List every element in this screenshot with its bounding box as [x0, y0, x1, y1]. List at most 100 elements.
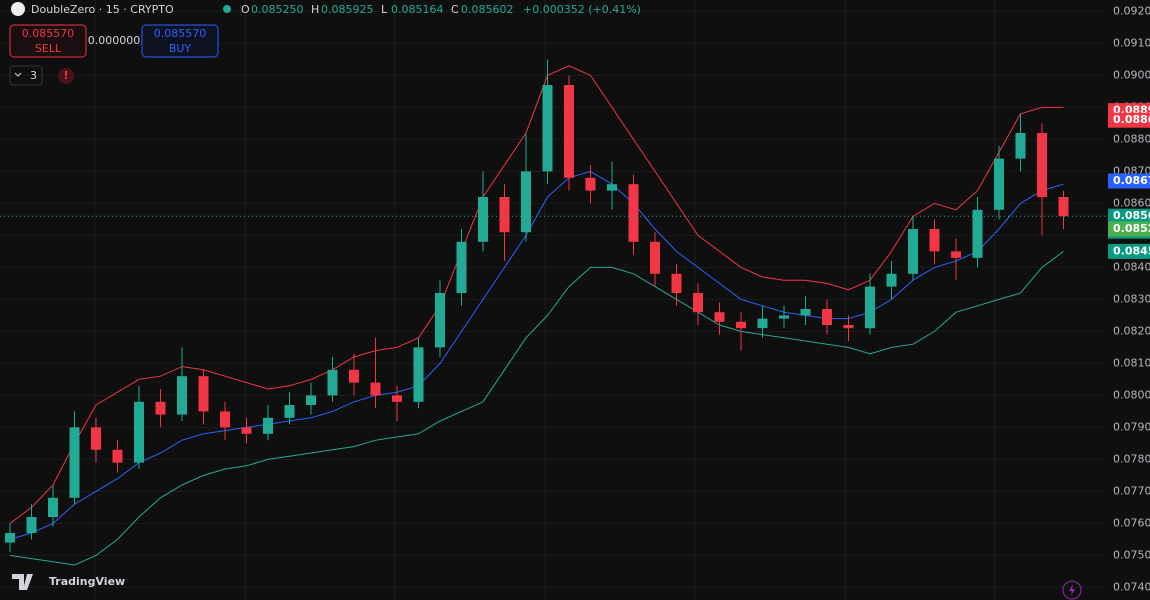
ohlc-key: H — [311, 3, 319, 16]
upper-band — [9, 65, 1064, 524]
candle-body — [91, 427, 101, 450]
sell-label: SELL — [35, 42, 62, 55]
candle-body — [69, 427, 80, 498]
candle-body — [134, 401, 144, 463]
candle-body — [929, 229, 940, 252]
ohlc-value: 0.085250 — [251, 3, 304, 16]
price-badge-label: 0.0886 — [1113, 113, 1150, 126]
plot — [0, 59, 1105, 566]
y-tick-label: 0.0810 — [1113, 356, 1150, 369]
candle-body — [736, 321, 746, 329]
price-badge — [1108, 112, 1150, 128]
candle-body — [951, 251, 961, 258]
buy-button[interactable] — [141, 24, 219, 58]
chevron — [14, 72, 22, 77]
y-tick-label: 0.0910 — [1113, 36, 1150, 49]
candle-body — [177, 376, 187, 415]
candle-body — [1058, 197, 1069, 217]
spread: 0.000000 — [88, 34, 141, 47]
candle-body — [994, 158, 1004, 210]
candle-body — [263, 417, 273, 434]
ohlc-value: 0.085164 — [391, 3, 444, 16]
candle-body — [198, 376, 209, 412]
y-tick-label: 0.0760 — [1113, 516, 1150, 529]
price-badge-label: 0.0845 — [1113, 244, 1150, 257]
candle-body — [284, 405, 295, 418]
candle-body — [370, 382, 381, 396]
change: +0.000352 (+0.41%) — [523, 3, 641, 16]
y-tick-label: 0.0740 — [1113, 580, 1150, 593]
alert-mark: ! — [63, 69, 68, 82]
indicators-toggle[interactable] — [9, 65, 43, 86]
ohlc-value: 0.085925 — [321, 3, 374, 16]
candle-body — [757, 318, 768, 329]
candle-body — [585, 177, 596, 191]
candle-body — [865, 286, 875, 329]
price-badge — [1108, 221, 1150, 237]
candle-body — [693, 293, 703, 313]
candle-body — [155, 401, 166, 415]
candle-body — [521, 171, 531, 233]
candle-body — [48, 497, 58, 517]
candle-body — [972, 209, 983, 258]
candle-body — [607, 184, 617, 191]
candle-body — [779, 315, 789, 319]
candle-body — [908, 229, 918, 274]
buy-price: 0.085570 — [154, 27, 207, 40]
indicator-count: 3 — [30, 69, 37, 82]
price-axis: 0.0740 0.0750 0.0760 0.0770 0.0780 0.0790 0.08… — [1108, 4, 1150, 593]
candle-body — [886, 273, 897, 287]
candle-body — [671, 273, 682, 293]
y-tick-label: 0.0880 — [1113, 132, 1150, 145]
sell-price: 0.085570 — [22, 27, 75, 40]
ohlc-key: L — [381, 3, 388, 16]
candle-body — [5, 533, 15, 543]
candle-body — [822, 309, 832, 325]
candle-body — [327, 369, 338, 396]
sell-button[interactable] — [9, 24, 87, 58]
candle-body — [413, 347, 424, 402]
price-badge — [1108, 173, 1150, 189]
candle-body — [499, 197, 510, 233]
candle-body — [349, 369, 359, 383]
price-badge — [1108, 243, 1150, 259]
brand-logo — [12, 574, 33, 590]
brand-name: TradingView — [49, 575, 125, 588]
price-badge-label: 0.0867 — [1113, 174, 1150, 187]
y-tick-label: 0.0780 — [1113, 452, 1150, 465]
price-badge-label: 0.0856 — [1113, 209, 1150, 222]
candle-body — [220, 411, 230, 428]
candle-body — [564, 85, 574, 178]
symbol: DoubleZero · 15 · CRYPTO — [31, 3, 174, 16]
candle-body — [435, 293, 445, 348]
alert-icon[interactable] — [58, 68, 74, 84]
price-badge-label: 0.0852 — [1113, 222, 1150, 235]
candle-body — [306, 395, 316, 405]
y-tick-label: 0.0820 — [1113, 324, 1150, 337]
candle-body — [112, 449, 123, 463]
y-tick-label: 0.0900 — [1113, 68, 1150, 81]
candle-body — [628, 184, 639, 242]
candle-body — [478, 197, 488, 242]
ohlc: O 0.085250 H 0.085925 L 0.085164 C 0.085602 +0.0… — [241, 3, 641, 16]
status-dot — [223, 5, 231, 13]
candle-body — [843, 325, 854, 329]
candle-body — [241, 427, 252, 434]
candle-body — [392, 395, 402, 402]
candle-body — [26, 517, 37, 533]
y-tick-label: 0.0770 — [1113, 484, 1150, 497]
lightning-icon — [1069, 584, 1075, 596]
candle-body — [1015, 133, 1026, 159]
ohlc-key: O — [241, 3, 250, 16]
candle-body — [714, 312, 725, 322]
y-tick-label: 0.0750 — [1113, 548, 1150, 561]
lightning-button[interactable] — [1062, 580, 1082, 600]
y-tick-label: 0.0830 — [1113, 292, 1150, 305]
ohlc-key: C — [451, 3, 459, 16]
y-tick-label: 0.0860 — [1113, 196, 1150, 209]
buy-label: BUY — [169, 42, 192, 55]
y-tick-label: 0.0920 — [1113, 4, 1150, 17]
